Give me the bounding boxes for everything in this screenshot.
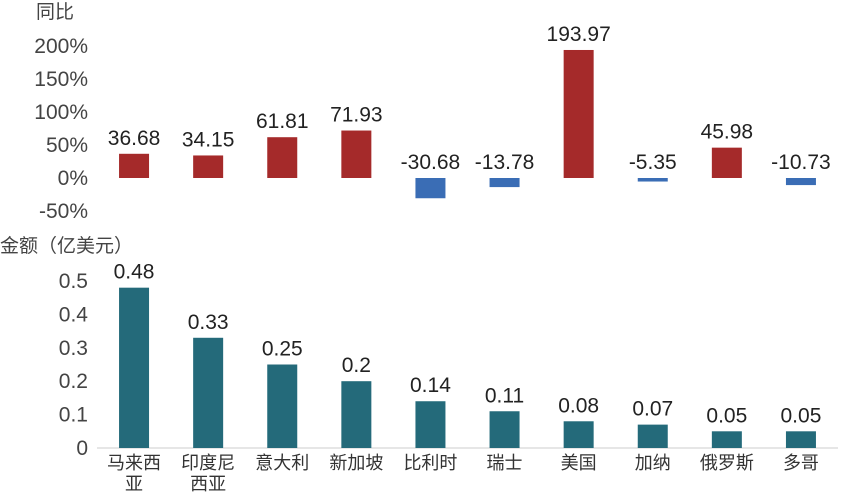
category-label: 马来西亚 — [107, 453, 161, 493]
yoy-y-tick: 150% — [34, 68, 88, 91]
amount-bar — [267, 364, 298, 448]
amount-y-tick: 0.4 — [59, 303, 89, 326]
amount-y-ticks: 0.5 0.4 0.3 0.2 0.1 0 — [59, 270, 89, 460]
yoy-bar — [563, 49, 594, 179]
yoy-bar — [637, 178, 668, 182]
amount-bar — [785, 431, 816, 448]
amount-y-tick: 0.1 — [59, 404, 88, 427]
yoy-y-tick: -50% — [39, 200, 88, 223]
yoy-y-tick: 50% — [46, 134, 88, 157]
amount-bar — [711, 431, 742, 448]
amount-bar — [341, 381, 372, 448]
amount-data-label: 0.07 — [632, 398, 673, 421]
yoy-data-label: 36.68 — [108, 127, 161, 150]
yoy-data-label: 34.15 — [182, 128, 235, 151]
amount-data-label: 0.08 — [558, 394, 599, 417]
yoy-bar — [119, 153, 150, 178]
amount-bar — [193, 337, 224, 448]
amount-y-tick: 0.3 — [59, 337, 88, 360]
category-label: 意大利 — [255, 453, 309, 473]
category-label: 美国 — [561, 453, 597, 473]
amount-bars — [119, 287, 816, 448]
yoy-data-label: 71.93 — [330, 104, 383, 127]
yoy-data-label: -5.35 — [629, 151, 677, 174]
category-label: 比利时 — [403, 453, 457, 473]
yoy-y-ticks: 200% 150% 100% 50% 0% -50% — [34, 35, 88, 223]
yoy-y-tick: 200% — [34, 35, 88, 58]
yoy-bar — [267, 137, 298, 178]
yoy-bar — [193, 155, 224, 178]
amount-axis-title: 金额（亿美元） — [0, 235, 133, 257]
amount-bar — [489, 411, 520, 448]
amount-y-tick: 0.5 — [59, 270, 88, 293]
yoy-bar — [489, 178, 520, 188]
amount-bar-chart: 金额（亿美元） 0.5 0.4 0.3 0.2 0.1 0 0.48 0.33 0.25 0.2… — [0, 235, 838, 493]
category-label: 新加坡 — [329, 453, 383, 473]
yoy-y-tick: 100% — [34, 101, 88, 124]
yoy-bar — [341, 130, 372, 178]
amount-bar — [415, 401, 446, 448]
amount-data-label: 0.05 — [706, 404, 747, 427]
category-label: 加纳 — [635, 453, 671, 473]
amount-y-tick: 0.2 — [59, 370, 88, 393]
yoy-bar — [415, 178, 446, 199]
yoy-bar — [785, 178, 816, 186]
amount-bar — [637, 424, 668, 448]
amount-bar — [119, 287, 150, 448]
amount-data-label: 0.11 — [485, 384, 524, 407]
amount-data-label: 0.05 — [781, 404, 822, 427]
category-label: 印度尼西亚 — [181, 453, 235, 493]
amount-data-labels: 0.48 0.33 0.25 0.2 0.14 0.11 0.08 0.07 0.05 0.05 — [114, 261, 822, 428]
amount-bar — [563, 421, 594, 448]
category-label: 瑞士 — [487, 453, 523, 473]
yoy-y-tick: 0% — [58, 167, 88, 190]
amount-y-tick: 0 — [76, 437, 88, 460]
yoy-data-label: -30.68 — [401, 151, 461, 174]
yoy-data-label: -13.78 — [475, 151, 535, 174]
yoy-data-labels: 36.68 34.15 61.81 71.93 -30.68 -13.78 193.97 -5… — [108, 23, 831, 174]
amount-data-label: 0.48 — [114, 261, 155, 284]
yoy-data-label: 193.97 — [547, 23, 611, 46]
category-label: 俄罗斯 — [700, 453, 754, 473]
yoy-bar — [711, 147, 742, 178]
category-label: 多哥 — [783, 453, 819, 473]
amount-data-label: 0.33 — [188, 311, 229, 334]
amount-data-label: 0.25 — [262, 338, 303, 361]
yoy-axis-title: 同比 — [36, 1, 74, 23]
yoy-bars — [119, 49, 816, 199]
yoy-data-label: 61.81 — [256, 110, 309, 133]
amount-data-label: 0.2 — [342, 354, 371, 377]
yoy-data-label: -10.73 — [771, 151, 831, 174]
amount-data-label: 0.14 — [410, 374, 451, 397]
yoy-bar-chart: 同比 200% 150% 100% 50% 0% -50% 36.68 34.15 61.81… — [34, 1, 830, 223]
yoy-data-label: 45.98 — [701, 121, 754, 144]
